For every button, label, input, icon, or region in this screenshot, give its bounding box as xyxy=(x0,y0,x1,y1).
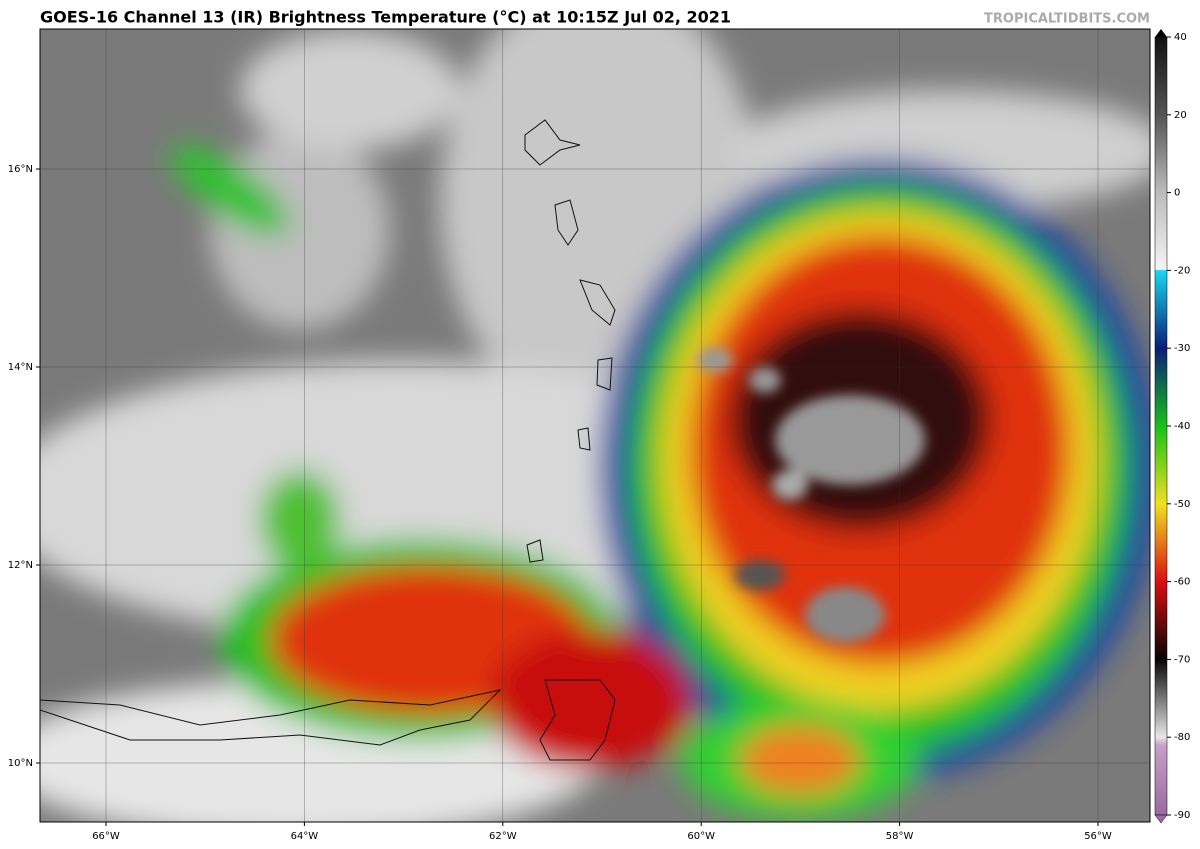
colorbar-extend xyxy=(1154,814,1168,824)
colorbar-extend xyxy=(1155,29,1167,37)
lon-label: 66°W xyxy=(92,831,120,842)
lat-label: 10°N xyxy=(8,758,33,769)
colorbar-label: -50 xyxy=(1174,499,1190,510)
colorbar xyxy=(1154,36,1168,816)
colorbar-label: -20 xyxy=(1174,265,1190,276)
title: GOES-16 Channel 13 (IR) Brightness Tempe… xyxy=(40,8,731,27)
colorbar-label: -60 xyxy=(1174,577,1190,588)
lat-label: 12°N xyxy=(8,560,33,571)
colorbar-label: 20 xyxy=(1174,110,1187,121)
satellite-image xyxy=(40,29,1150,822)
lat-label: 16°N xyxy=(8,164,33,175)
colorbar-label: 40 xyxy=(1174,32,1187,43)
colorbar-label: 0 xyxy=(1174,188,1180,199)
map-frame xyxy=(39,28,1151,823)
colorbar-label: -90 xyxy=(1174,810,1190,821)
credit: TROPICALTIDBITS.COM xyxy=(984,12,1150,27)
colorbar-label: -80 xyxy=(1174,732,1190,743)
lon-label: 60°W xyxy=(687,831,715,842)
colorbar-label: -40 xyxy=(1174,421,1190,432)
lon-label: 64°W xyxy=(291,831,319,842)
colorbar-label: -30 xyxy=(1174,343,1190,354)
lon-label: 58°W xyxy=(886,831,914,842)
lon-label: 62°W xyxy=(489,831,517,842)
lon-label: 56°W xyxy=(1084,831,1112,842)
lat-label: 14°N xyxy=(8,362,33,373)
colorbar-label: -70 xyxy=(1174,654,1190,665)
